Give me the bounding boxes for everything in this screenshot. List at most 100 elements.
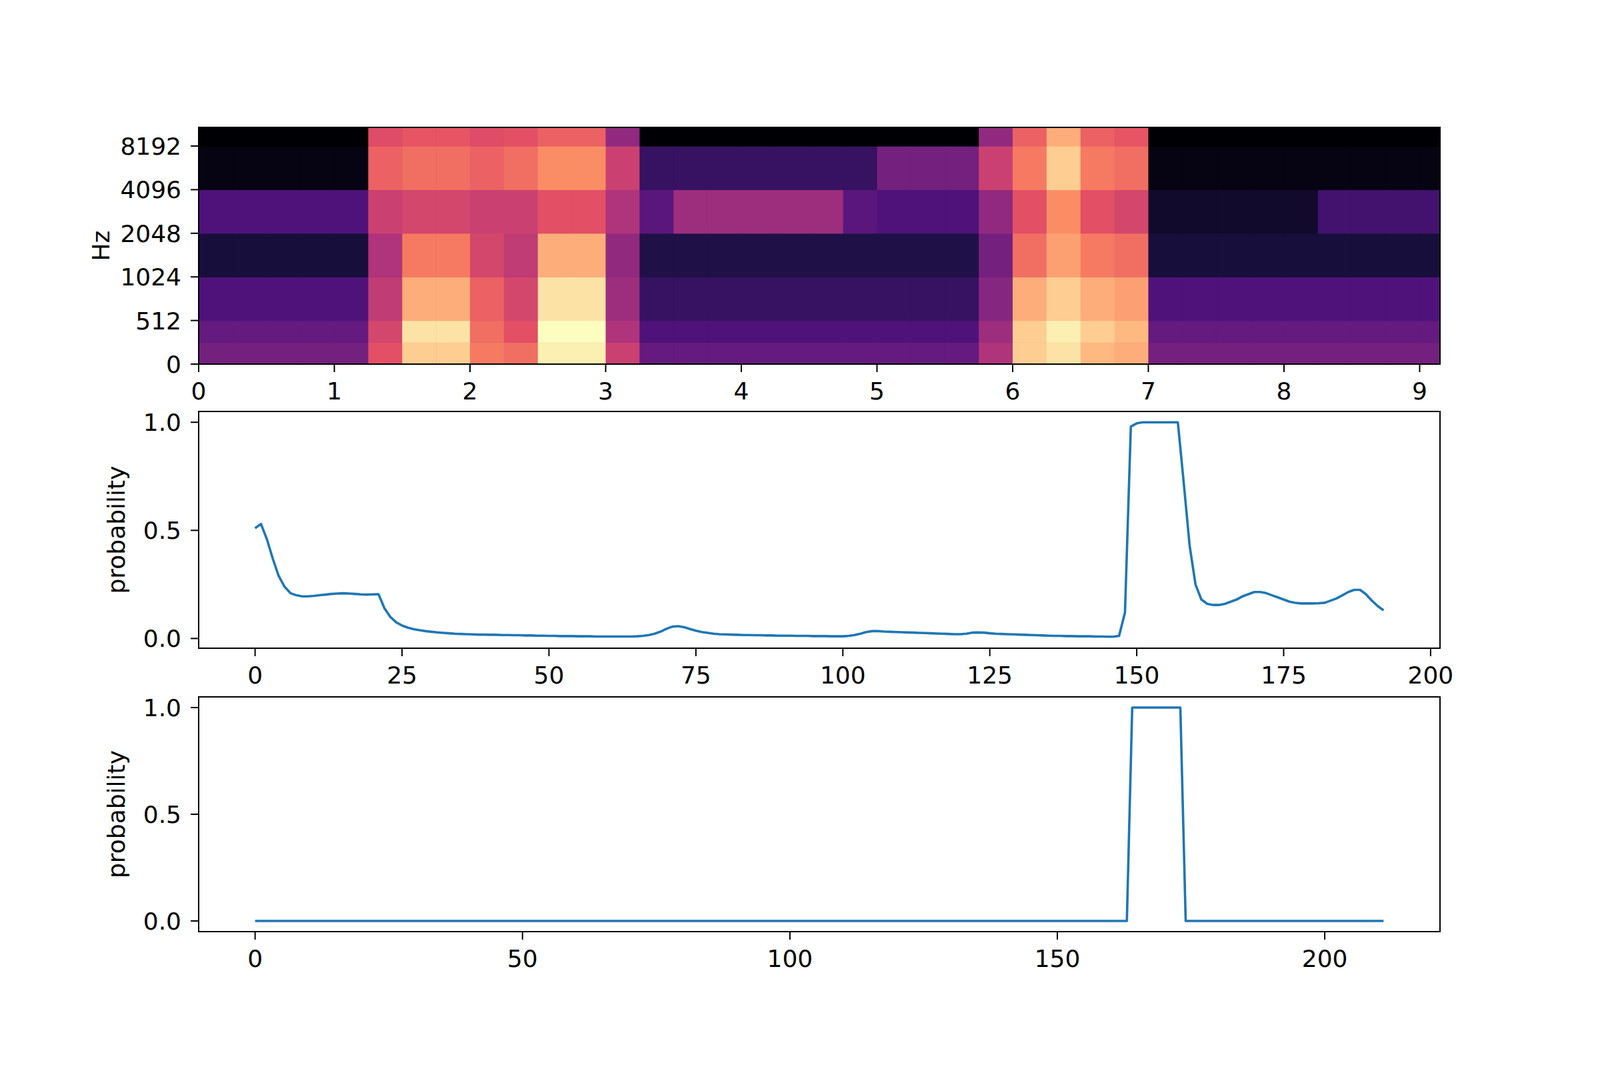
y-tick [190, 145, 199, 147]
spectrogram-cell [470, 233, 504, 278]
spectrogram-cell [639, 127, 674, 147]
spectrogram-cell [232, 189, 267, 234]
spectrogram-cell [232, 276, 267, 321]
x-tick [198, 364, 200, 372]
plot-area [255, 422, 1384, 637]
spectrogram-cell [334, 127, 368, 147]
x-tick [254, 931, 256, 940]
spectrogram-cell [470, 127, 504, 147]
x-tick-label: 4 [734, 377, 750, 405]
spectrogram-cell [809, 276, 844, 321]
spectrogram-cell [368, 320, 402, 343]
spectrogram-cell [300, 342, 335, 364]
y-tick-label: 0.0 [143, 624, 182, 652]
y-tick-label: 1024 [120, 263, 182, 291]
spectrogram-cell [1419, 233, 1440, 278]
spectrogram-cell [809, 233, 844, 278]
spectrogram-cell [1284, 127, 1318, 147]
x-tick [1282, 648, 1284, 656]
y-tick-label: 2048 [120, 220, 182, 248]
spectrogram-cell [707, 127, 742, 147]
spectrogram-cell [504, 146, 538, 190]
y-tick-label: 8192 [120, 132, 182, 160]
spectrogram-cell [639, 276, 674, 321]
spectrogram-cell [572, 276, 606, 321]
spectrogram-cell [605, 320, 640, 343]
spectrogram-cell [1046, 276, 1081, 321]
spectrogram-cell [1080, 342, 1115, 364]
spectrogram-cell [538, 146, 572, 190]
spectrogram-cell [1080, 189, 1115, 234]
spectrogram-cell [1216, 342, 1250, 364]
spectrogram-cell [978, 233, 1013, 278]
spectrogram-cell [978, 189, 1013, 234]
spectrogram-cell [572, 233, 606, 278]
spectrogram-cell [1318, 276, 1352, 321]
spectrogram-cell [707, 320, 742, 343]
spectrogram-cell [1419, 276, 1440, 321]
spectrogram-cell [1386, 127, 1420, 147]
y-tick-label: 1.0 [143, 408, 182, 436]
x-tick-label: 25 [386, 661, 418, 689]
spectrogram-cell [1046, 320, 1081, 343]
spectrogram-cell [1148, 342, 1182, 364]
axes: 0501001502000.00.51.0probability [102, 694, 1440, 972]
spectrogram-cell [300, 233, 335, 278]
x-tick [401, 648, 403, 656]
y-axis-label: Hz [87, 230, 115, 262]
x-tick [989, 648, 991, 656]
spectrogram-cell [504, 233, 538, 278]
spectrogram-cell [910, 320, 945, 343]
spectrogram-cell [1182, 320, 1216, 343]
axes-frame [198, 411, 1440, 648]
spectrogram-cell [1386, 146, 1420, 190]
spectrogram-cell [504, 189, 538, 234]
spectrogram-cell [572, 127, 606, 147]
spectrogram-cell [334, 276, 368, 321]
spectrogram-cell [402, 320, 436, 343]
spectrogram-cell [402, 233, 436, 278]
spectrogram-cell [1182, 233, 1216, 278]
spectrogram-cell [232, 127, 267, 147]
x-tick-label: 50 [534, 661, 565, 689]
spectrogram-cell [1148, 189, 1182, 234]
spectrogram-cell [334, 189, 368, 234]
y-tick-label: 512 [135, 307, 182, 335]
spectrogram-cell [1182, 276, 1216, 321]
spectrogram-cell [775, 189, 810, 234]
spectrogram-cell [538, 342, 572, 364]
spectrogram-cell [1148, 127, 1182, 147]
spectrogram-cell [910, 233, 945, 278]
spectrogram-cell [504, 276, 538, 321]
spectrogram-cell [1352, 342, 1386, 364]
y-tick [190, 529, 199, 531]
spectrogram-cell [334, 342, 368, 364]
spectrogram-cell [1250, 276, 1284, 321]
spectrogram-cell [809, 146, 844, 190]
spectrogram-cell [368, 189, 402, 234]
spectrogram-cell [1182, 127, 1216, 147]
x-tick-label: 100 [820, 661, 866, 689]
spectrogram-cell [1114, 342, 1149, 364]
spectrogram-cell [504, 342, 538, 364]
spectrogram-cell [944, 276, 979, 321]
spectrogram-cell [639, 189, 674, 234]
y-tick [190, 276, 199, 278]
spectrogram-cell [1046, 189, 1081, 234]
x-tick [789, 931, 791, 940]
spectrogram-cell [741, 146, 776, 190]
x-tick [1283, 364, 1285, 372]
x-tick-label: 200 [1302, 944, 1348, 972]
spectrogram-cell [1284, 233, 1318, 278]
x-tick [876, 364, 878, 372]
spectrogram-cell [368, 233, 402, 278]
spectrogram-cell [741, 189, 776, 234]
spectrogram-cell [1250, 189, 1284, 234]
spectrogram-cell [1216, 320, 1250, 343]
spectrogram-cell [1148, 320, 1182, 343]
y-tick-label: 4096 [120, 176, 182, 204]
spectrogram-cell [775, 127, 810, 147]
spectrogram-cell [605, 233, 640, 278]
x-tick-label: 50 [507, 944, 538, 972]
y-axis-label: probability [102, 750, 130, 878]
